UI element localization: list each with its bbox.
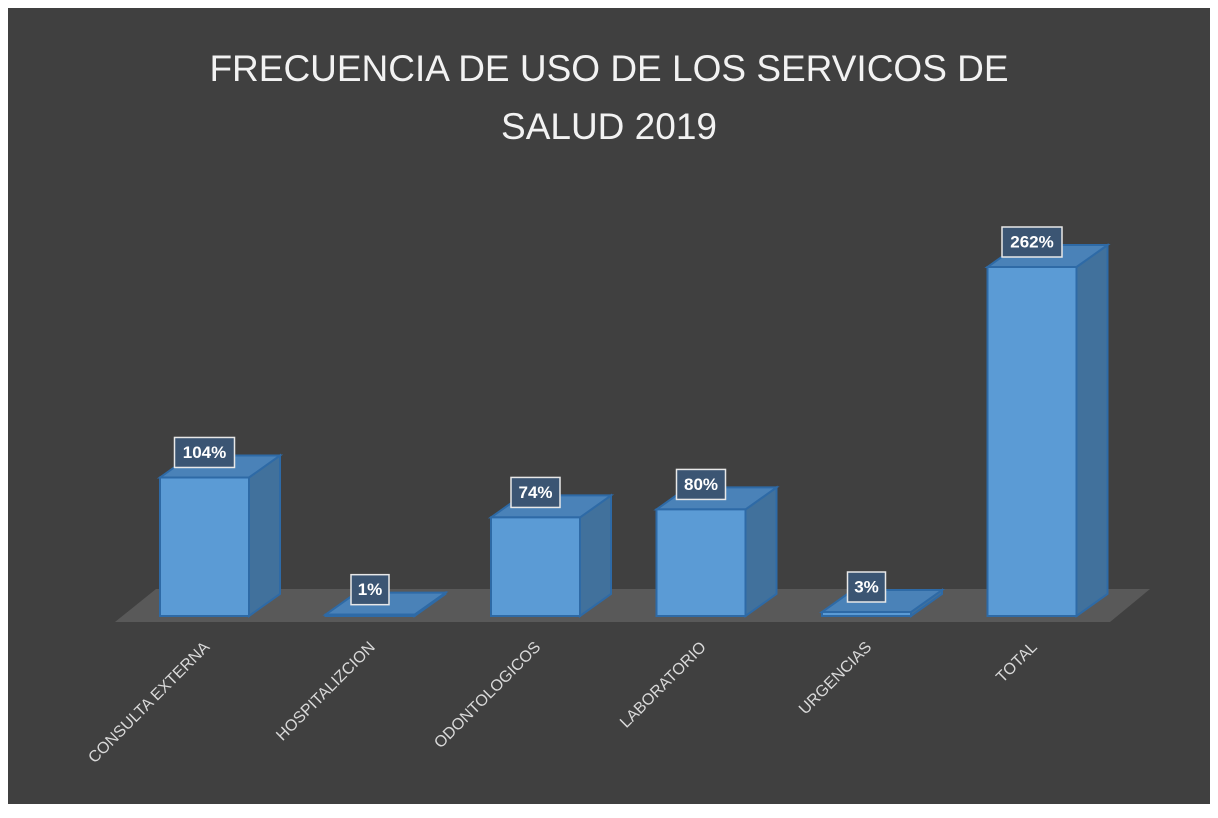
chart-title: FRECUENCIA DE USO DE LOS SERVICOS DE SAL… — [209, 48, 1009, 147]
bar — [984, 243, 1111, 618]
data-label: 262% — [1010, 232, 1053, 251]
bar-front — [986, 266, 1078, 617]
bar — [487, 493, 615, 618]
data-label: 80% — [684, 475, 718, 494]
bar-front — [159, 476, 250, 617]
bar-front — [490, 516, 581, 617]
bar-side — [248, 453, 281, 618]
data-label: 1% — [358, 580, 383, 599]
bar — [156, 453, 284, 618]
bar-side — [1075, 243, 1109, 618]
bar-front — [821, 611, 912, 617]
data-label-box — [350, 573, 390, 606]
data-label-box — [510, 476, 561, 509]
data-label-box — [1001, 226, 1063, 258]
data-label-box — [173, 436, 236, 469]
data-label: 3% — [854, 577, 879, 596]
bar — [653, 485, 780, 618]
bar-front — [655, 508, 747, 617]
data-label: 104% — [183, 443, 226, 462]
bar-front — [324, 613, 416, 617]
data-label: 74% — [518, 483, 552, 502]
data-label-box — [675, 468, 727, 501]
data-label-box — [846, 571, 887, 603]
